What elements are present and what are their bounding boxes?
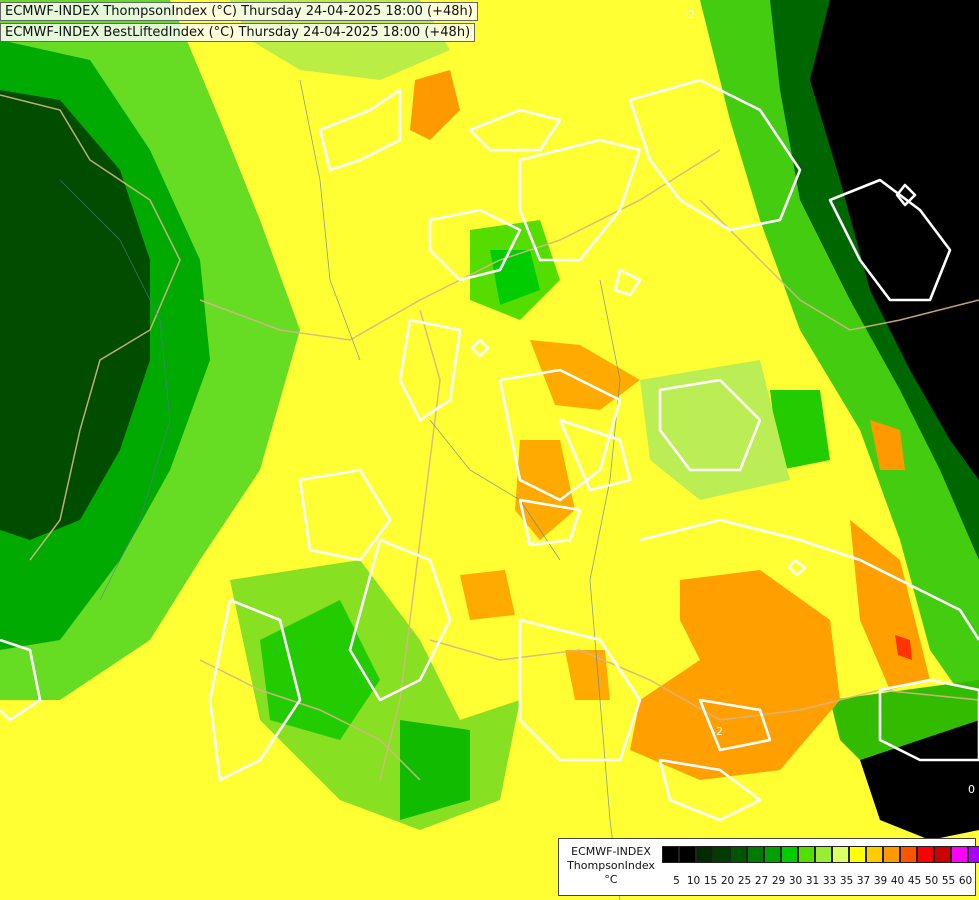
field-orange-5 xyxy=(530,340,640,410)
legend-tick-label: 25 xyxy=(737,875,752,887)
legend-swatch xyxy=(934,846,951,863)
legend-tick-label: 45 xyxy=(907,875,922,887)
map-title-thompson: ECMWF-INDEX ThompsonIndex (°C) Thursday … xyxy=(0,2,478,21)
field-deepgreen-west xyxy=(0,90,150,540)
field-green-south2 xyxy=(400,720,470,820)
legend-tick-label: 5 xyxy=(673,875,680,887)
legend-tick-label: 55 xyxy=(941,875,956,887)
legend-tick-label: 40 xyxy=(890,875,905,887)
legend-tick-label: 37 xyxy=(856,875,871,887)
legend-swatch xyxy=(798,846,815,863)
legend-swatch xyxy=(832,846,849,863)
field-red-spot xyxy=(895,635,912,660)
legend-unit: °C xyxy=(604,873,618,886)
field-orange-4 xyxy=(630,570,840,780)
legend-tick-label: 35 xyxy=(839,875,854,887)
lifted-index-contours xyxy=(0,78,979,822)
legend-title: ECMWF-INDEX ThompsonIndex °C xyxy=(563,845,659,887)
field-green-east-patch xyxy=(770,390,830,470)
field-lightgreen-east xyxy=(640,360,790,500)
field-black-east xyxy=(810,0,979,480)
legend-ticks: 5 10 15 20 25 27 29 30 31 33 35 37 39 40 45 50 55 60 xyxy=(668,875,974,887)
legend-swatches xyxy=(662,846,979,863)
field-orange-7 xyxy=(870,420,905,470)
legend-swatch xyxy=(713,846,730,863)
contour-label: 0 xyxy=(968,783,975,796)
contour-label: -2 xyxy=(684,8,695,21)
contour-label: -2 xyxy=(712,725,723,738)
legend-swatch xyxy=(815,846,832,863)
legend-tick-label: 60 xyxy=(958,875,973,887)
legend-swatch xyxy=(968,846,979,863)
legend-swatch xyxy=(764,846,781,863)
legend-swatch xyxy=(696,846,713,863)
legend-swatch xyxy=(679,846,696,863)
legend-tick-label: 29 xyxy=(771,875,786,887)
rivers xyxy=(59,79,621,900)
legend-tick-label: 33 xyxy=(822,875,837,887)
field-green-southeast xyxy=(830,680,979,760)
legend-tick-label: 15 xyxy=(703,875,718,887)
legend-swatch xyxy=(866,846,883,863)
legend-swatch xyxy=(900,846,917,863)
legend-tick-label: 30 xyxy=(788,875,803,887)
legend-parameter: ThompsonIndex xyxy=(567,859,655,872)
field-green-south xyxy=(260,600,380,740)
legend-swatch xyxy=(747,846,764,863)
legend-tick-label: 20 xyxy=(720,875,735,887)
map-title-lifted: ECMWF-INDEX BestLiftedIndex (°C) Thursda… xyxy=(0,23,476,42)
legend-swatch xyxy=(849,846,866,863)
legend-tick-label: 31 xyxy=(805,875,820,887)
legend-swatch xyxy=(781,846,798,863)
legend-swatch xyxy=(730,846,747,863)
legend-swatch xyxy=(883,846,900,863)
legend-model: ECMWF-INDEX xyxy=(571,845,651,858)
legend-swatch xyxy=(662,846,679,863)
field-orange-1 xyxy=(410,70,460,140)
legend-tick-label: 27 xyxy=(754,875,769,887)
contour-labels: -2 -2 -2 0 xyxy=(525,8,975,796)
legend-swatch xyxy=(951,846,968,863)
color-legend: ECMWF-INDEX ThompsonIndex °C 5 10 15 20 25 27… xyxy=(558,838,979,896)
field-orange-3 xyxy=(460,570,515,620)
legend-tick-label: 50 xyxy=(924,875,939,887)
legend-swatch xyxy=(917,846,934,863)
contour-label: -2 xyxy=(525,535,536,548)
legend-tick-label: 10 xyxy=(686,875,701,887)
legend-tick-label: 39 xyxy=(873,875,888,887)
